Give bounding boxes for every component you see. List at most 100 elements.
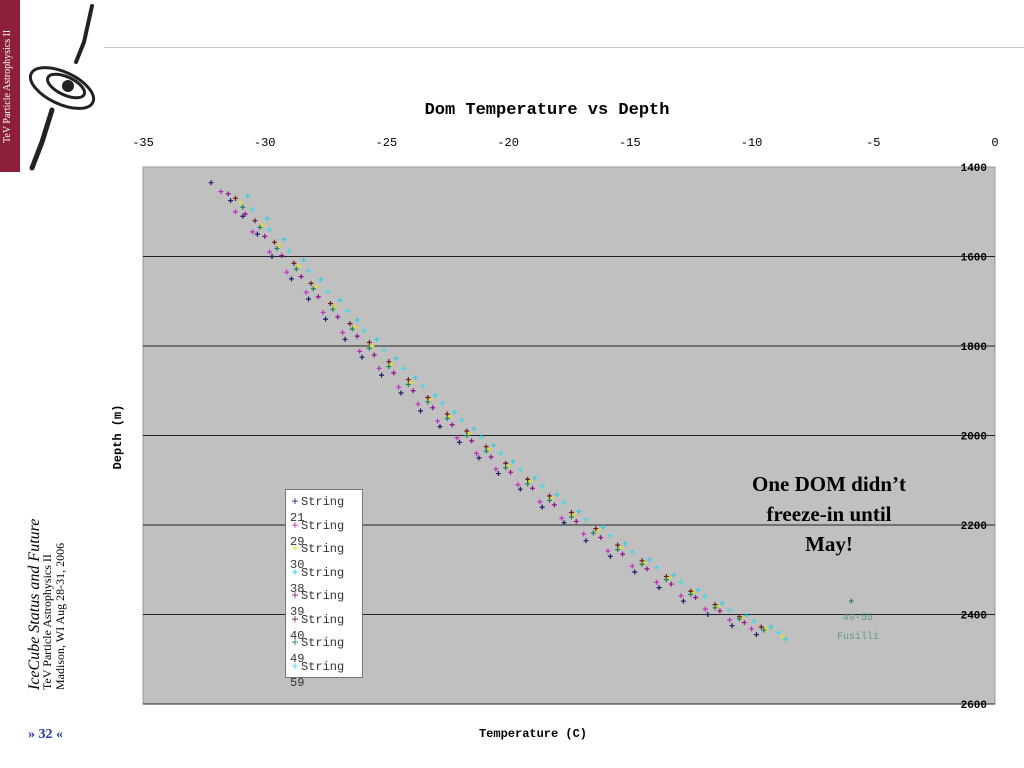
y-axis-label: Depth (m) [111,405,125,470]
legend-marker-icon: + [291,495,299,509]
data-point [620,551,626,557]
data-point [413,374,419,380]
data-point [308,280,314,286]
data-point [702,594,708,600]
data-point [510,458,516,464]
data-point [366,345,372,351]
x-tick-label: -30 [254,136,276,150]
data-point [286,248,292,254]
legend-item: + String 49 [290,635,362,666]
data-point [568,514,574,520]
y-tick-label: 1600 [961,253,987,265]
data-point [376,365,382,371]
data-point [298,274,304,280]
legend-item: + String 21 [290,494,362,525]
y-tick-label: 2000 [961,432,987,444]
data-point [379,372,385,378]
legend-marker-icon: + [291,518,299,533]
data-point [325,288,331,294]
data-point [267,227,273,233]
data-point [354,333,360,339]
data-point [525,476,531,482]
data-point [848,598,854,604]
data-point [615,547,621,553]
legend-label: String 21 [290,495,345,525]
data-point [332,304,338,310]
y-tick-label: 2200 [961,521,987,533]
data-point [547,493,553,499]
data-point [257,224,263,230]
data-point [310,286,316,292]
data-point [469,438,475,444]
x-tick-label: -35 [132,136,154,150]
data-point [274,245,280,251]
data-point [607,533,613,539]
data-point [525,481,531,487]
data-point [605,548,611,554]
data-point [517,486,523,492]
data-point [622,541,628,547]
data-point [503,465,509,471]
data-point [371,352,377,358]
chart-title: Dom Temperature vs Depth [425,101,670,120]
x-axis-label: Temperature (C) [479,727,587,741]
data-point [225,191,231,197]
galaxy-logo-icon [28,4,96,171]
side-banner: TeV Particle Astrophysics II [0,0,20,172]
data-point [410,388,416,394]
legend-marker-icon: + [291,636,299,650]
data-point [449,422,455,428]
data-point [688,591,694,597]
data-point [712,605,718,611]
legend-item: + String 29 [290,518,362,549]
data-point [783,636,789,642]
legend-marker-icon: + [291,612,299,627]
annotation-line-3: May! [805,532,853,556]
page-number: » 32 « [28,727,63,742]
data-point [515,482,521,488]
data-point [561,520,567,526]
data-point [306,268,312,274]
data-point [262,233,268,239]
x-tick-label: -25 [376,136,398,150]
data-point [323,316,329,322]
legend-label: String 40 [290,612,345,643]
data-point [483,444,489,450]
data-point [729,623,735,629]
data-point [306,296,312,302]
data-point [483,448,489,454]
data-point [381,347,387,353]
data-point [761,627,767,633]
data-point [678,579,684,585]
data-point [276,242,282,248]
data-point [654,579,660,585]
data-point [301,257,307,263]
data-point [242,211,248,217]
legend-label: String 29 [290,518,345,549]
data-point [318,277,324,283]
data-point [629,563,635,569]
y-tick-label: 1800 [961,342,987,354]
data-point [330,306,336,312]
data-point [539,504,545,510]
data-point [284,269,290,275]
data-point [663,577,669,583]
data-point [418,408,424,414]
x-tick-label: -15 [619,136,641,150]
data-point [498,450,504,456]
data-point [717,608,723,614]
data-point [425,394,431,400]
data-point [288,276,294,282]
data-point [459,417,465,423]
data-point [668,581,674,587]
data-point [559,515,565,521]
data-point [537,499,543,505]
data-point [476,455,482,461]
data-point [405,381,411,387]
data-point [391,370,397,376]
y-tick-labels: 1400 1600 1800 2000 2200 2400 2600 [961,163,987,712]
legend-label: String 49 [290,636,345,666]
data-point [736,616,742,622]
legend: + String 21 + String 29 + String 30 + String 38… [285,489,363,690]
